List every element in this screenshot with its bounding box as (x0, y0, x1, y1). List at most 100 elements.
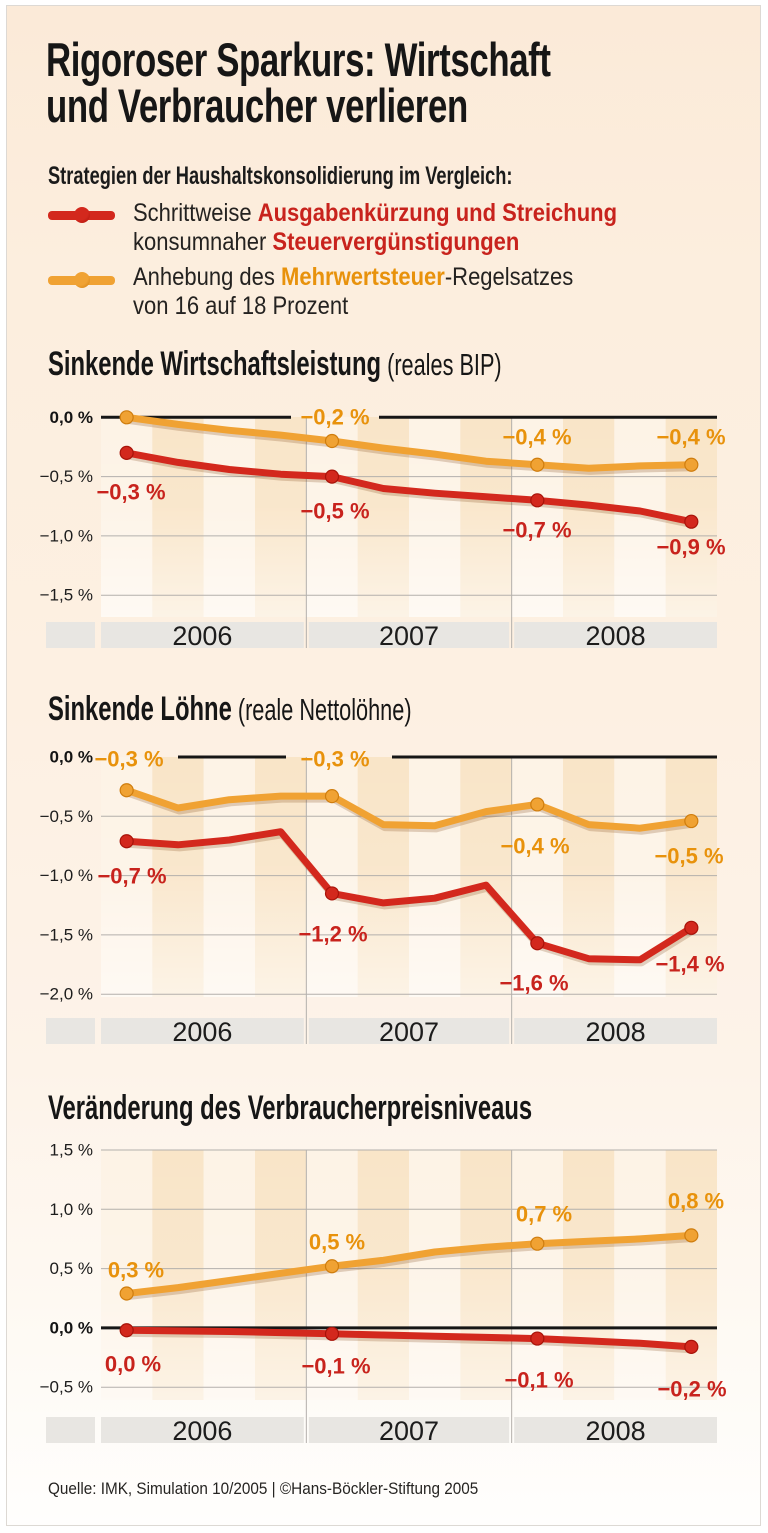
plot-fade-overlay (101, 417, 717, 617)
y-axis-tick-label: 1,0 % (50, 1200, 93, 1219)
data-point-marker (119, 445, 134, 460)
data-point-marker (684, 813, 699, 829)
y-axis-tick-label: −1,0 % (40, 866, 93, 885)
data-point-marker (530, 1236, 545, 1251)
legend-emphasis-text: Ausgabenkürzung und Streichung (257, 199, 618, 227)
value-label: 0,3 % (108, 1258, 164, 1283)
legend-swatch-red-dot-icon (73, 207, 90, 223)
year-box (101, 622, 304, 648)
year-band-stub (46, 622, 95, 648)
y-axis-tick-label: 0,0 % (50, 408, 93, 427)
legend-plain-text: Schrittweise (133, 199, 258, 227)
y-axis-tick-label: −1,0 % (40, 526, 93, 545)
value-label: −0,2 % (300, 405, 369, 430)
value-label: −1,2 % (298, 922, 367, 947)
chart2-title-main: Sinkende Löhne (48, 690, 232, 728)
legend-plain-text: -Regelsatzes von 16 auf 18 Prozent (133, 263, 574, 320)
data-point-marker (530, 797, 545, 812)
value-label: −0,4 % (500, 834, 569, 859)
data-point-marker (684, 457, 699, 472)
value-label: −0,5 % (654, 844, 723, 869)
data-point-marker (684, 514, 699, 529)
year-box (308, 1018, 510, 1044)
value-label: 0,8 % (668, 1189, 724, 1214)
value-label: −0,3 % (96, 480, 165, 505)
data-point-marker (324, 886, 340, 901)
year-box (514, 1018, 717, 1044)
data-point-marker (684, 1228, 699, 1243)
legend-plain-text: Anhebung des (133, 263, 282, 291)
value-label: 0,5 % (309, 1230, 365, 1255)
series-line-red (123, 828, 695, 964)
data-point-marker (530, 936, 545, 951)
year-label: 2007 (379, 1017, 439, 1047)
data-point-marker (324, 1259, 340, 1274)
value-label: −0,2 % (657, 1377, 726, 1402)
source-credit: Quelle: IMK, Simulation 10/2005 | ©Hans-… (48, 1479, 479, 1498)
chart1-title: Sinkende Wirtschaftsleistung (reales BIP… (48, 346, 502, 383)
year-label: 2007 (379, 1416, 439, 1446)
year-box (308, 1417, 510, 1443)
value-label: 0,0 % (105, 1352, 161, 1377)
year-label: 2008 (586, 1416, 646, 1446)
year-box (514, 622, 717, 648)
year-box (101, 1018, 304, 1044)
y-axis-tick-label: −0,5 % (40, 807, 93, 826)
y-axis-tick-label: −0,5 % (40, 1378, 93, 1397)
year-band-stub (46, 1018, 95, 1044)
data-point-marker (530, 457, 545, 472)
legend-item-label: Anhebung des Mehrwertsteuer-Regelsatzes … (133, 263, 573, 321)
year-label: 2008 (586, 1017, 646, 1047)
data-point-marker (119, 834, 134, 849)
year-box (514, 1417, 717, 1443)
value-label: −0,4 % (502, 425, 571, 450)
data-point-marker (684, 920, 699, 935)
year-label: 2006 (172, 1416, 232, 1446)
value-label: −0,7 % (97, 864, 166, 889)
data-point-marker (530, 1331, 545, 1346)
value-label: −1,6 % (499, 971, 568, 996)
plot-fade-overlay (101, 1150, 717, 1400)
series-line-orange (123, 413, 695, 472)
legend-item-label: Schrittweise Ausgabenkürzung und Streich… (133, 199, 617, 257)
legend-plain-text: konsumnaher (133, 228, 267, 256)
year-label: 2006 (172, 1017, 232, 1047)
series-line-orange (123, 786, 695, 832)
data-point-marker (119, 783, 134, 798)
data-point-marker (119, 410, 134, 425)
chart-1: 0,0 % −0,5 % −1,0 % −1,5 % 2006 2007 2008 −0,2 … (40, 405, 726, 652)
value-label: −0,7 % (502, 518, 571, 543)
y-axis-tick-label: −1,5 % (40, 925, 93, 944)
year-box (308, 622, 510, 648)
year-box (101, 1417, 304, 1443)
legend-emphasis-text: Steuervergünstigungen (272, 228, 520, 256)
year-label: 2006 (172, 621, 232, 651)
value-label: −0,1 % (504, 1368, 573, 1393)
chart3-title: Veränderung des Verbraucherpreisniveaus (48, 1090, 532, 1127)
value-label: −0,1 % (301, 1354, 370, 1379)
year-band-stub (46, 1417, 95, 1443)
y-axis-tick-label: 0,0 % (50, 748, 93, 767)
data-point-marker (119, 1323, 134, 1338)
chart2-title: Sinkende Löhne (reale Nettolöhne) (48, 691, 412, 728)
value-label: 0,7 % (516, 1202, 572, 1227)
data-point-marker (684, 1339, 699, 1354)
legend-emphasis-text: Mehrwertsteuer (281, 263, 445, 291)
series-line-red (123, 449, 695, 526)
value-label: −0,3 % (94, 747, 163, 772)
value-label: −0,9 % (656, 535, 725, 560)
y-axis-tick-label: 0,0 % (50, 1318, 93, 1337)
chart2-title-note: (reale Nettolöhne) (231, 692, 412, 727)
subtitle: Strategien der Haushaltskonsolidierung i… (48, 162, 513, 190)
value-label: −1,4 % (655, 952, 724, 977)
data-point-marker (324, 469, 340, 484)
data-point-marker (324, 433, 340, 449)
legend-swatch-orange-line (48, 272, 115, 288)
data-point-marker (119, 1286, 134, 1301)
chart1-title-main: Sinkende Wirtschaftsleistung (48, 345, 382, 383)
chart-2: 0,0 % −0,5 % −1,0 % −1,5 % −2,0 % 2006 2007 200… (40, 747, 725, 1048)
y-axis-tick-label: 1,5 % (50, 1140, 93, 1159)
year-label: 2008 (586, 621, 646, 651)
data-point-marker (324, 789, 340, 804)
